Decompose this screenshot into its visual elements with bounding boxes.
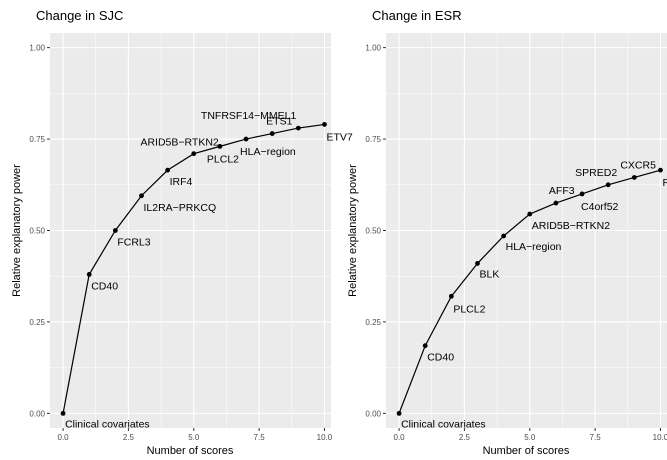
point-label: HLA−region <box>240 146 296 158</box>
y-tick-label: 0.00 <box>29 409 45 418</box>
x-axis-label: Number of scores <box>147 445 234 457</box>
data-point <box>605 182 611 188</box>
x-tick-label: 2.5 <box>459 433 471 442</box>
data-point <box>553 200 559 206</box>
data-point <box>579 191 585 197</box>
y-axis-label: Relative explanatory power <box>11 164 23 297</box>
y-tick-label: 0.75 <box>29 135 45 144</box>
point-label: CD40 <box>91 280 118 292</box>
y-axis-label: Relative explanatory power <box>347 164 359 297</box>
data-point <box>501 233 507 239</box>
point-label: Clinical covariates <box>65 418 150 430</box>
point-label: CXCR5 <box>620 159 656 171</box>
data-point <box>86 271 92 277</box>
data-point <box>631 175 637 180</box>
data-point <box>527 211 533 217</box>
panel-sjc: 0.0 2.5 5.0 7.5 10.0 0.00 0.25 0.50 0.75 1.00 Clin… <box>11 8 353 457</box>
x-tick-label: 5.0 <box>524 433 536 442</box>
point-label: ETV7 <box>326 131 352 143</box>
data-point <box>475 261 480 266</box>
point-label: TNFRSF14−MMEL1 <box>201 110 297 122</box>
chart-title: Change in ESR <box>372 8 462 23</box>
data-point <box>191 151 197 157</box>
y-tick-label: 1.00 <box>365 44 381 53</box>
y-tick-label: 0.00 <box>365 409 381 418</box>
y-tick-label: 1.00 <box>29 44 45 53</box>
point-label: SPRED2 <box>575 167 617 179</box>
y-tick-label: 0.25 <box>29 318 45 327</box>
point-label: BLK <box>479 268 499 280</box>
x-tick-label: 0.0 <box>394 433 406 442</box>
x-tick-label: 10.0 <box>317 433 333 442</box>
x-tick-label: 0.0 <box>58 433 70 442</box>
x-axis-label: Number of scores <box>483 445 570 457</box>
y-tick-label: 0.50 <box>29 227 45 236</box>
point-label: PLCL2 <box>453 303 485 315</box>
data-point <box>396 410 402 416</box>
point-label: ARID5B−RTKN2 <box>140 137 218 149</box>
y-tick-label: 0.25 <box>365 318 381 327</box>
x-tick-label: 7.5 <box>590 433 602 442</box>
data-point <box>269 131 275 136</box>
data-point <box>448 293 454 299</box>
x-tick-label: 10.0 <box>653 433 667 442</box>
panel-esr: 0.0 2.5 5.0 7.5 10.0 0.00 0.25 0.50 0.75 1.00 Clin… <box>347 8 667 457</box>
data-point <box>60 410 66 416</box>
point-label: FCRL3 <box>117 237 150 249</box>
point-label: CD40 <box>427 352 454 364</box>
x-tick-label: 2.5 <box>123 433 135 442</box>
point-label: Clinical covariates <box>401 418 486 430</box>
chart-title: Change in SJC <box>36 8 123 23</box>
point-label: ARID5B−RTKN2 <box>532 220 610 232</box>
data-point <box>422 343 428 349</box>
point-label: PLCL2 <box>207 153 239 165</box>
data-point <box>139 193 144 199</box>
point-label: RAD51 <box>662 177 667 189</box>
y-tick-label: 0.50 <box>365 227 381 236</box>
data-point <box>322 122 327 127</box>
data-point <box>165 167 171 173</box>
x-tick-label: 5.0 <box>188 433 200 442</box>
point-label: HLA−region <box>506 241 562 253</box>
x-tick-label: 7.5 <box>254 433 266 442</box>
point-label: ETS1 <box>266 116 292 128</box>
data-point <box>112 228 118 233</box>
y-tick-label: 0.75 <box>365 135 381 144</box>
data-point <box>217 143 223 149</box>
point-label: AFF3 <box>549 185 575 197</box>
data-point <box>658 167 663 173</box>
point-label: IL2RA−PRKCQ <box>143 202 216 214</box>
data-point <box>243 136 249 142</box>
data-point <box>295 125 301 131</box>
point-label: IRF4 <box>170 176 193 188</box>
point-label: C4orf52 <box>581 201 619 213</box>
